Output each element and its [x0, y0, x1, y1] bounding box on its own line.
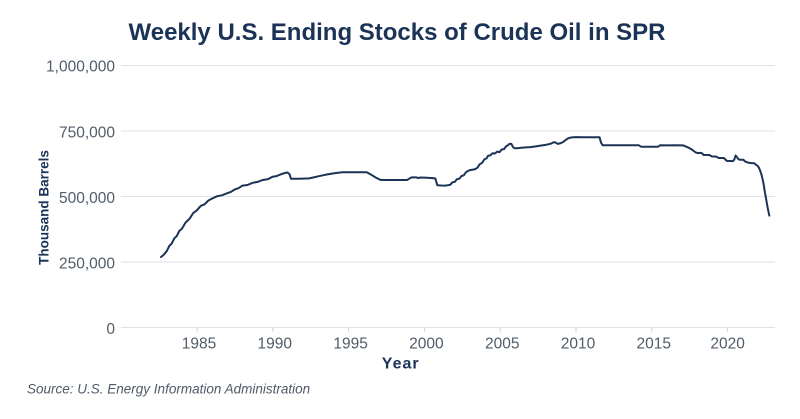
svg-text:500,000: 500,000 [59, 190, 115, 207]
svg-text:2000: 2000 [409, 336, 444, 353]
svg-text:2020: 2020 [710, 336, 745, 353]
svg-text:2005: 2005 [485, 336, 519, 353]
svg-text:750,000: 750,000 [59, 124, 115, 141]
svg-text:2010: 2010 [561, 336, 596, 353]
svg-text:Source: U.S. Energy Informatio: Source: U.S. Energy Information Administ… [27, 382, 310, 397]
svg-text:1995: 1995 [333, 336, 367, 353]
svg-text:Thousand Barrels: Thousand Barrels [37, 150, 52, 265]
svg-text:Weekly U.S. Ending Stocks of C: Weekly U.S. Ending Stocks of Crude Oil i… [129, 19, 666, 46]
svg-text:1,000,000: 1,000,000 [46, 59, 115, 76]
svg-text:250,000: 250,000 [59, 255, 115, 272]
svg-text:1985: 1985 [182, 336, 216, 353]
svg-text:Year: Year [382, 356, 420, 373]
svg-text:0: 0 [106, 321, 115, 338]
svg-text:1990: 1990 [258, 336, 293, 353]
svg-text:2015: 2015 [637, 336, 671, 353]
